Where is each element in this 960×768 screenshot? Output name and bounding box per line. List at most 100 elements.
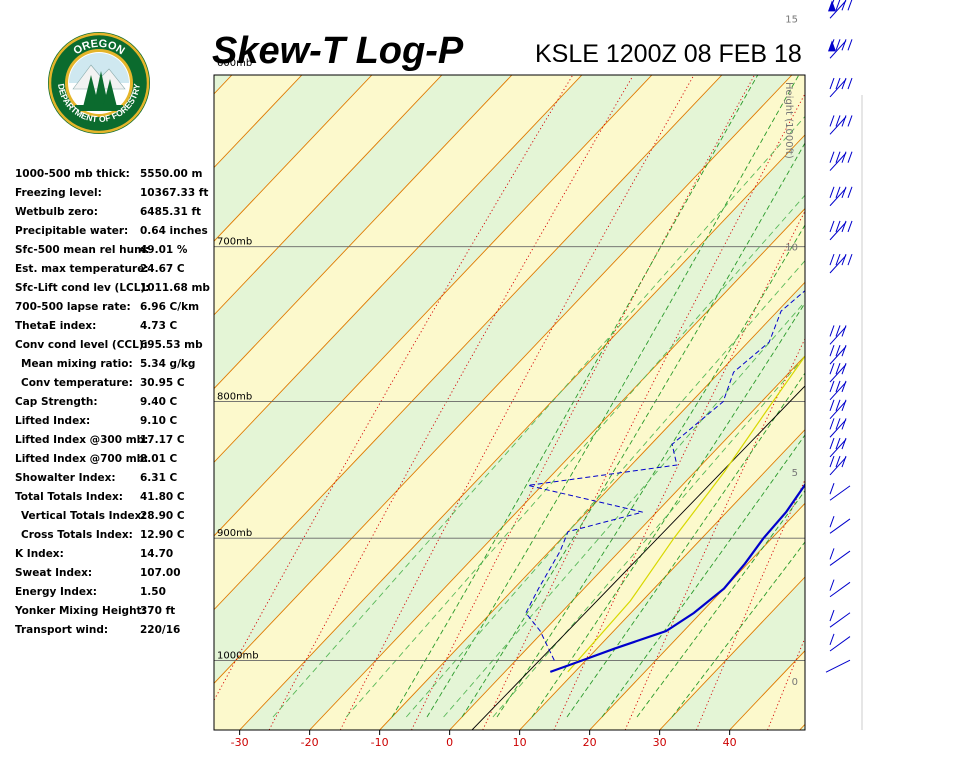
isotherm-line	[214, 75, 723, 611]
index-label: Lifted Index @300 mb:	[15, 434, 149, 446]
wind-barb-feather	[829, 418, 835, 430]
wind-barb-feather	[847, 39, 853, 51]
index-row: Sfc-500 mean rel hum: 49.01 %	[15, 244, 215, 263]
oregon-department-of-forestry-logo: OREGON DEPARTMENT OF FORESTRY	[48, 32, 150, 134]
x-tick-label: -10	[371, 736, 389, 749]
wind-barb-feather	[829, 363, 835, 375]
moist-adiabat-line	[426, 75, 800, 718]
wind-barb-staff	[829, 518, 851, 534]
wind-barb	[829, 399, 847, 420]
index-row: Est. max temperature: 24.67 C	[15, 263, 215, 282]
isobar-label: 800mb	[217, 392, 252, 403]
wind-barb-staff	[829, 550, 851, 566]
isotherm-line	[0, 75, 162, 730]
wind-barb-feather	[829, 399, 835, 411]
index-label: Lifted Index @700 mb:	[15, 453, 149, 465]
wind-barb	[829, 253, 853, 274]
plot-area: 0.41235	[0, 75, 960, 730]
station-time-label: KSLE 1200Z 08 FEB 18	[535, 40, 802, 68]
wind-barb-feather	[841, 0, 847, 11]
wind-barb-feather	[835, 151, 841, 163]
index-label: Sweat Index:	[15, 567, 93, 579]
logo-ground	[75, 105, 123, 111]
index-row: Lifted Index @700 mb: 8.01 C	[15, 453, 215, 472]
wind-barb-feather	[835, 77, 841, 90]
wind-barb-feather	[835, 115, 841, 127]
index-row: Cross Totals Index: 12.90 C	[15, 529, 215, 548]
isotherm-line	[379, 281, 805, 730]
wind-barb-feather	[835, 380, 841, 393]
x-tick-label: 20	[583, 736, 597, 749]
wind-barb-feather	[841, 220, 847, 233]
x-tick-label: 10	[513, 736, 527, 749]
wind-barb-staff	[829, 381, 847, 401]
index-label: Cap Strength:	[15, 396, 98, 408]
isotherm-line	[214, 75, 443, 316]
wind-barb-feather	[829, 516, 835, 528]
wind-barb-feather	[829, 380, 835, 393]
isotherm-line	[519, 428, 805, 730]
wind-barb-feather	[835, 220, 841, 233]
wind-barb-feather	[835, 39, 841, 51]
wind-barb-feather	[841, 151, 847, 163]
wind-barb-feather	[829, 633, 835, 646]
dry-adiabat-line	[839, 76, 960, 730]
index-label: Cross Totals Index:	[21, 529, 133, 541]
wind-barb-feather	[841, 380, 847, 393]
wind-barb-feather	[841, 253, 847, 266]
dry-adiabat-line	[553, 210, 805, 730]
isotherm-line	[239, 134, 805, 730]
wind-barb-feather	[847, 0, 853, 11]
wind-barb	[829, 115, 853, 135]
wind-barb-staff	[829, 400, 847, 420]
index-value: 12.90 C	[140, 529, 185, 541]
wind-barb-pennant	[828, 40, 836, 52]
index-label: Lifted Index:	[15, 415, 91, 427]
index-value: 30.95 C	[140, 377, 185, 389]
wind-barb-feather	[835, 0, 841, 11]
x-tick-label: 30	[653, 736, 667, 749]
wind-barb	[829, 380, 847, 401]
isobar-label: 900mb	[217, 528, 252, 539]
wind-barb-feather	[829, 186, 835, 199]
moist-adiabat-line	[671, 541, 805, 718]
index-label: Sfc-500 mean rel hum:	[15, 244, 150, 256]
wind-barb	[829, 186, 853, 207]
wind-barb-feather	[841, 399, 847, 411]
index-value: 9.40 C	[140, 396, 178, 408]
wind-barb	[829, 579, 851, 598]
isotherm-line	[214, 75, 233, 95]
isotherm-line	[0, 75, 22, 730]
index-value: 4.73 C	[140, 320, 178, 332]
wind-barb-staff	[829, 612, 851, 628]
logo-tree-icon	[103, 79, 117, 107]
index-row: Transport wind: 220/16	[15, 624, 215, 643]
mixing-ratio-line	[405, 260, 805, 718]
wind-barb-staff	[825, 659, 851, 673]
index-value: 6485.31 ft	[140, 206, 202, 218]
wind-barb-feather	[847, 186, 853, 199]
index-label: Wetbulb zero:	[15, 206, 98, 218]
wind-barb-feather	[847, 151, 853, 163]
wind-barb-feather	[829, 151, 835, 163]
index-value: 41.80 C	[140, 491, 185, 503]
moist-adiabat-line	[391, 75, 759, 718]
wind-barb-feather	[841, 455, 847, 468]
index-label: Vertical Totals Index:	[21, 510, 146, 522]
wind-barb-staff	[829, 255, 847, 274]
wind-barb-staff	[829, 0, 847, 19]
mixing-ratio-line	[443, 300, 805, 718]
wind-barb	[828, 0, 853, 19]
wind-barb-feather	[835, 399, 841, 411]
index-label: Transport wind:	[15, 624, 109, 636]
height-tick-label: 15	[785, 14, 798, 25]
wind-barb-feather	[835, 455, 841, 468]
logo-gold-ring	[48, 32, 150, 134]
wind-barb	[829, 516, 851, 534]
index-value: 6.31 C	[140, 472, 178, 484]
dry-adiabat-line	[695, 478, 805, 730]
wind-barb-staff	[829, 152, 847, 171]
index-label: Conv temperature:	[21, 377, 133, 389]
wind-barb	[828, 39, 853, 59]
